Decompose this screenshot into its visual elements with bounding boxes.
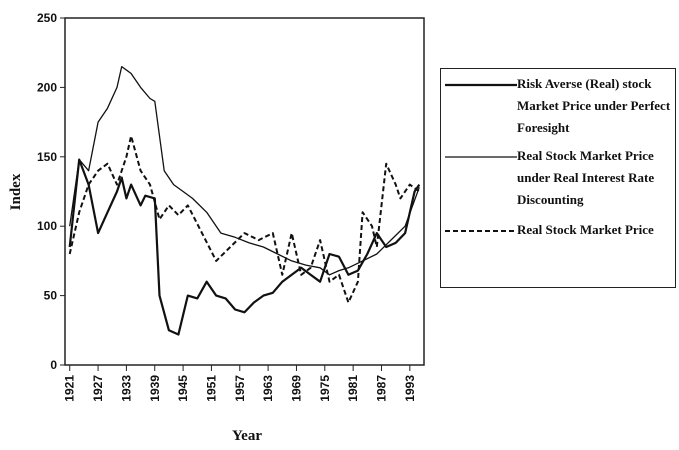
y-tick-label: 0 xyxy=(50,358,57,372)
x-tick-label: 1963 xyxy=(261,375,275,402)
plot-frame xyxy=(64,17,425,366)
legend-label: Real Stock Market Price under Real Inter… xyxy=(517,148,655,207)
x-tick-label: 1969 xyxy=(289,375,303,402)
y-tick-label: 50 xyxy=(44,289,58,303)
x-tick-label: 1927 xyxy=(91,375,105,402)
x-tick-label: 1933 xyxy=(119,375,133,402)
x-tick-label: 1945 xyxy=(176,375,190,402)
x-axis-label: Year xyxy=(232,428,262,444)
legend-swatch xyxy=(445,83,517,87)
y-tick-label: 250 xyxy=(37,11,57,25)
series-line xyxy=(69,65,420,276)
chart: Year Index 0 50 100 150 200 250 1921 1927 1933 19… xyxy=(8,11,425,444)
x-tick-label: 1981 xyxy=(346,375,360,402)
y-axis-label: Index xyxy=(8,173,24,210)
legend-swatch xyxy=(445,230,517,232)
y-tick-label: 200 xyxy=(37,80,57,94)
legend-label: Risk Averse (Real) stock Market Price un… xyxy=(517,76,671,135)
y-tick-label: 150 xyxy=(37,150,57,164)
x-tick-label: 1993 xyxy=(403,375,417,402)
y-tick-label: 100 xyxy=(37,219,57,233)
x-tick-label: 1939 xyxy=(148,375,162,402)
series-line xyxy=(68,135,420,304)
legend-label: Real Stock Market Price xyxy=(517,222,654,237)
x-tick-label: 1921 xyxy=(63,375,77,402)
legend-swatch xyxy=(445,156,517,158)
x-tick-label: 1975 xyxy=(318,375,332,402)
legend: Risk Averse (Real) stock Market Price un… xyxy=(440,68,676,288)
x-tick-label: 1957 xyxy=(233,375,247,402)
x-tick-label: 1951 xyxy=(204,375,218,402)
series-line xyxy=(68,158,421,336)
x-tick-label: 1987 xyxy=(374,375,388,402)
